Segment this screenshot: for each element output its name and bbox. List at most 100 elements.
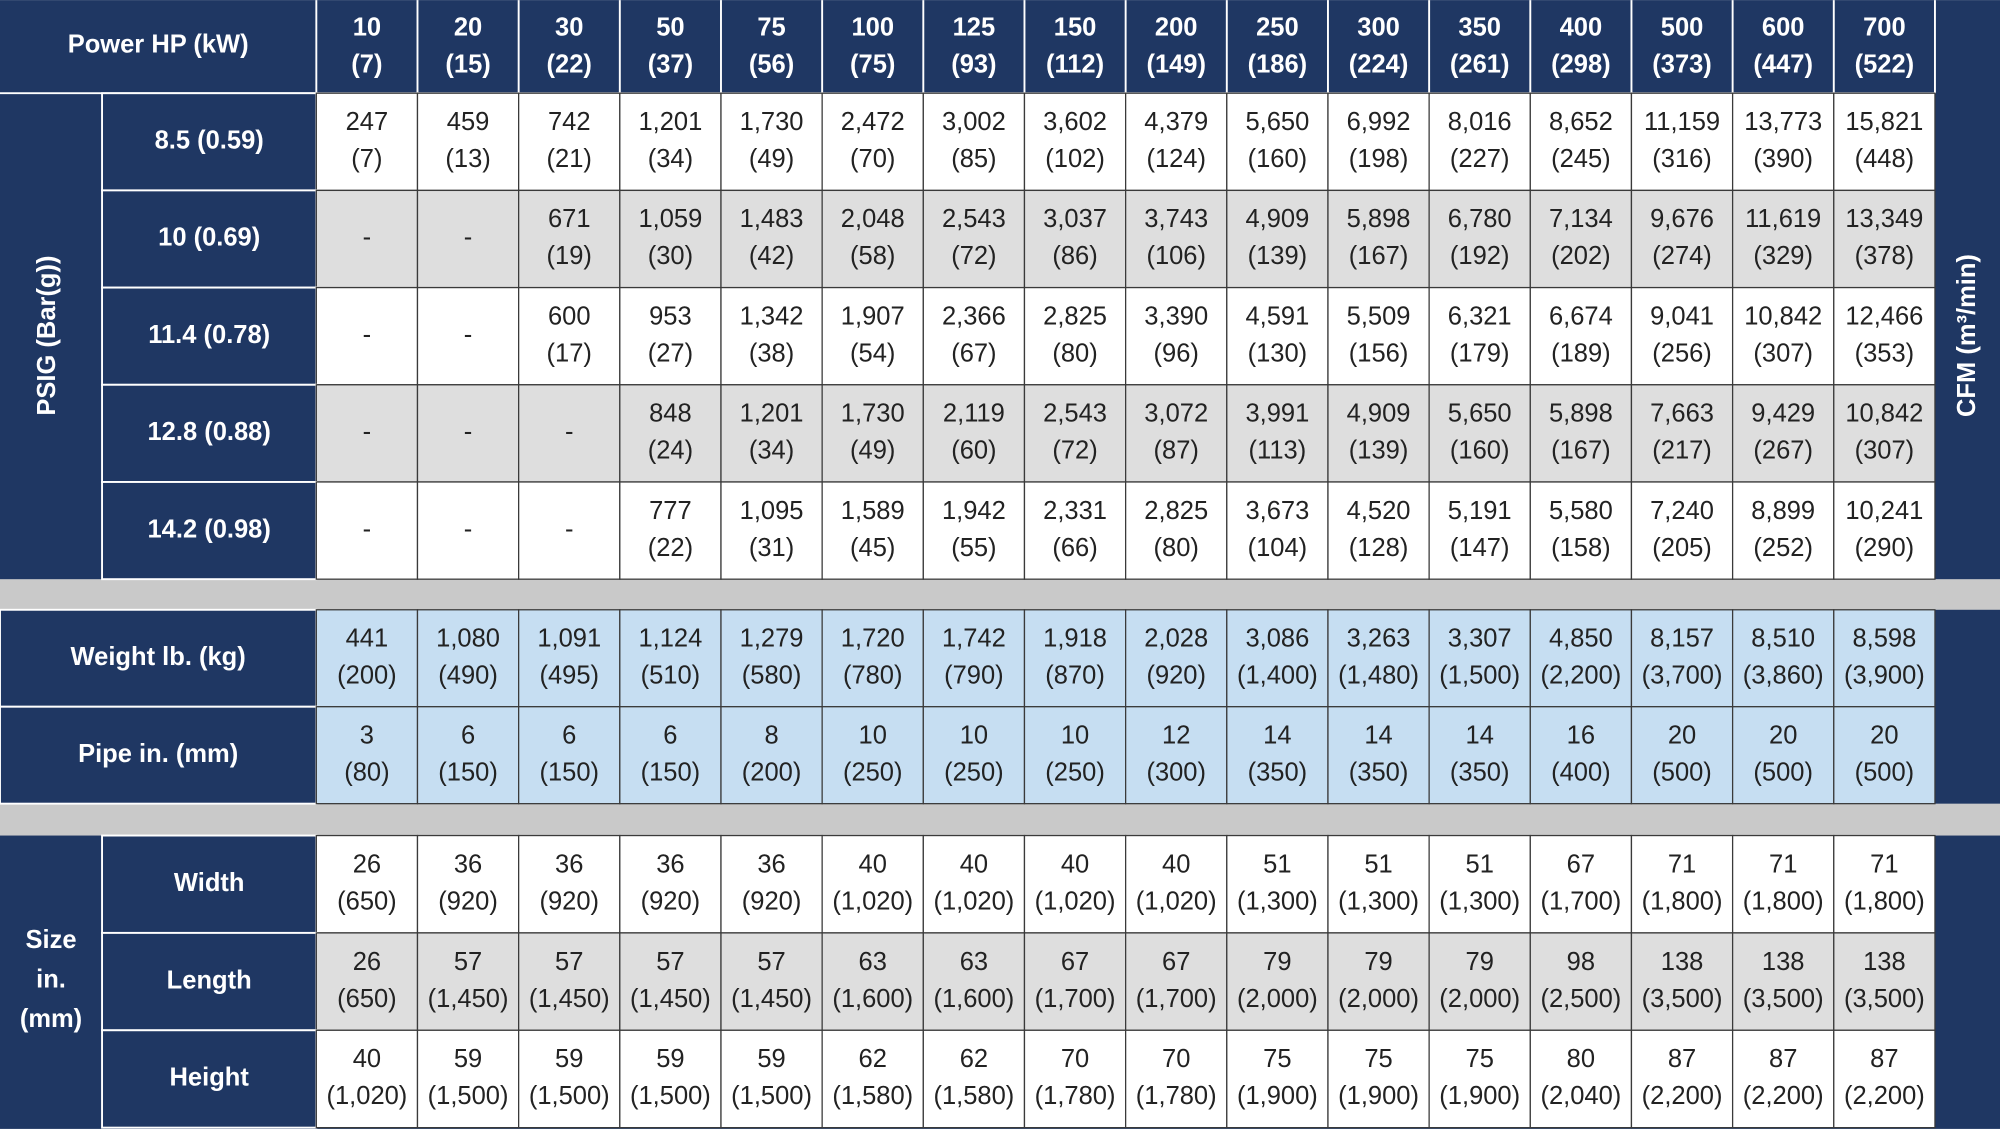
cell-value: (217): [1652, 437, 1712, 465]
cell-value: (2,200): [1642, 1082, 1723, 1110]
cell-value: (1,800): [1844, 887, 1925, 915]
cell-value: (329): [1753, 242, 1813, 270]
column-header: 500: [1661, 14, 1704, 42]
cell-value: 671: [548, 205, 591, 233]
cell-value: 51: [1466, 850, 1494, 878]
cell-value: 40: [1061, 850, 1089, 878]
cell-value: 14: [1364, 721, 1392, 749]
cell-value: (72): [951, 242, 996, 270]
cell-value: (80): [1052, 339, 1097, 367]
column-header: 700: [1863, 14, 1906, 42]
cell-value: (147): [1450, 534, 1510, 562]
cell-value: (2,200): [1844, 1082, 1925, 1110]
cell-value: 20: [1769, 721, 1797, 749]
column-header: 10: [353, 14, 381, 42]
cell-value: (130): [1248, 339, 1308, 367]
data-cell: [1023, 286, 1127, 386]
data-cell: [315, 481, 419, 580]
cell-value: 67: [1567, 850, 1595, 878]
cell-value: (920): [438, 887, 498, 915]
cell-value: 6: [562, 721, 576, 749]
cell-value: 87: [1769, 1045, 1797, 1073]
cell-value: 10,842: [1744, 302, 1822, 330]
cell-value: 15,821: [1845, 108, 1923, 136]
cell-value: 2,048: [841, 205, 905, 233]
data-cell: [1327, 189, 1430, 289]
row-label: 10 (0.69): [158, 224, 260, 252]
cell-value: (870): [1045, 661, 1105, 689]
cell-value: 3,673: [1245, 497, 1309, 525]
cell-value: (1,500): [1439, 661, 1520, 689]
cell-value: 1,080: [436, 624, 500, 652]
cell-value: (1,450): [630, 985, 711, 1013]
cell-value: 87: [1870, 1045, 1898, 1073]
cell-value: 6,674: [1549, 302, 1613, 330]
cell-value: (3,500): [1642, 985, 1723, 1013]
data-cell: [619, 384, 722, 483]
data-cell: [518, 481, 621, 580]
data-cell: [1630, 92, 1734, 192]
data-cell: [518, 609, 621, 708]
cell-value: -: [464, 515, 473, 543]
cell-value: (113): [1249, 437, 1307, 465]
cell-value: (189): [1551, 339, 1611, 367]
cell-value: -: [565, 418, 574, 446]
cell-value: 36: [555, 850, 583, 878]
cell-value: (2,500): [1540, 985, 1621, 1013]
data-cell: [720, 1029, 823, 1129]
cell-value: (1,900): [1237, 1082, 1318, 1110]
data-cell: [1833, 286, 1936, 386]
cell-value: 12,466: [1845, 302, 1923, 330]
cell-value: (85): [951, 145, 996, 173]
cell-value: (179): [1450, 339, 1510, 367]
cell-value: 40: [960, 850, 988, 878]
column-header: (224): [1349, 51, 1409, 79]
cell-value: 8,899: [1751, 497, 1815, 525]
data-cell: [1327, 609, 1430, 708]
column-header: 250: [1256, 14, 1299, 42]
cell-value: (1,480): [1338, 661, 1419, 689]
cell-value: (198): [1349, 145, 1409, 173]
column-header: 400: [1560, 14, 1603, 42]
column-header: (37): [648, 51, 693, 79]
cell-value: (250): [944, 758, 1004, 786]
cell-value: (1,500): [630, 1082, 711, 1110]
cell-value: (106): [1146, 242, 1206, 270]
data-cell: [1327, 384, 1430, 483]
data-cell: [1226, 932, 1329, 1031]
data-cell: [1023, 609, 1127, 708]
data-cell: [720, 932, 823, 1031]
data-cell: [1731, 481, 1835, 580]
data-cell: [1023, 189, 1127, 289]
cell-value: (86): [1052, 242, 1097, 270]
data-cell: [1428, 92, 1531, 192]
cell-value: (316): [1652, 145, 1712, 173]
cell-value: 5,650: [1245, 108, 1309, 136]
data-cell: [1529, 189, 1633, 289]
data-cell: [1023, 932, 1127, 1031]
column-header: 75: [757, 14, 785, 42]
cell-value: (1,600): [933, 985, 1014, 1013]
column-header: 200: [1155, 14, 1198, 42]
data-cell: [1226, 1029, 1329, 1129]
data-cell: [1428, 834, 1531, 934]
cell-value: (920): [641, 887, 701, 915]
cell-value: 4,591: [1245, 302, 1309, 330]
cell-value: 40: [353, 1045, 381, 1073]
data-cell: [1833, 481, 1936, 580]
cell-value: (1,800): [1642, 887, 1723, 915]
cell-value: 5,580: [1549, 497, 1613, 525]
column-header: 30: [555, 14, 583, 42]
cell-value: 26: [353, 850, 381, 878]
cell-value: (510): [641, 661, 701, 689]
cell-value: 8,652: [1549, 108, 1613, 136]
data-cell: [922, 932, 1026, 1031]
cell-value: 75: [1263, 1045, 1291, 1073]
cell-value: 51: [1364, 850, 1392, 878]
cell-value: (1,300): [1338, 887, 1419, 915]
cell-value: 13,349: [1845, 205, 1923, 233]
cell-value: (920): [742, 887, 802, 915]
data-cell: [1023, 834, 1127, 934]
cell-value: 3: [360, 721, 374, 749]
data-cell: [619, 189, 722, 289]
